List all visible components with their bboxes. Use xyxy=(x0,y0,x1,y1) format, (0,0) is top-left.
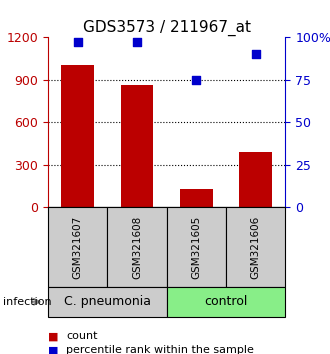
Bar xyxy=(48,287,167,317)
Text: ■: ■ xyxy=(48,331,58,341)
Text: count: count xyxy=(66,331,97,341)
Bar xyxy=(226,207,285,287)
Point xyxy=(134,39,140,45)
Text: GSM321608: GSM321608 xyxy=(132,215,142,279)
Bar xyxy=(61,65,94,207)
Text: ■: ■ xyxy=(48,346,58,354)
Bar xyxy=(107,207,167,287)
Bar xyxy=(167,287,285,317)
Text: GSM321607: GSM321607 xyxy=(73,215,82,279)
Text: control: control xyxy=(204,295,248,308)
Title: GDS3573 / 211967_at: GDS3573 / 211967_at xyxy=(82,19,251,36)
Bar xyxy=(180,189,213,207)
Bar xyxy=(167,207,226,287)
Bar xyxy=(121,85,153,207)
Text: GSM321605: GSM321605 xyxy=(191,215,201,279)
Point xyxy=(253,51,258,57)
Text: C. pneumonia: C. pneumonia xyxy=(64,295,151,308)
Point xyxy=(75,39,80,45)
Text: GSM321606: GSM321606 xyxy=(251,215,261,279)
Point xyxy=(194,77,199,82)
Text: infection: infection xyxy=(3,297,52,307)
Bar xyxy=(240,152,272,207)
Bar xyxy=(48,207,107,287)
Text: percentile rank within the sample: percentile rank within the sample xyxy=(66,346,254,354)
